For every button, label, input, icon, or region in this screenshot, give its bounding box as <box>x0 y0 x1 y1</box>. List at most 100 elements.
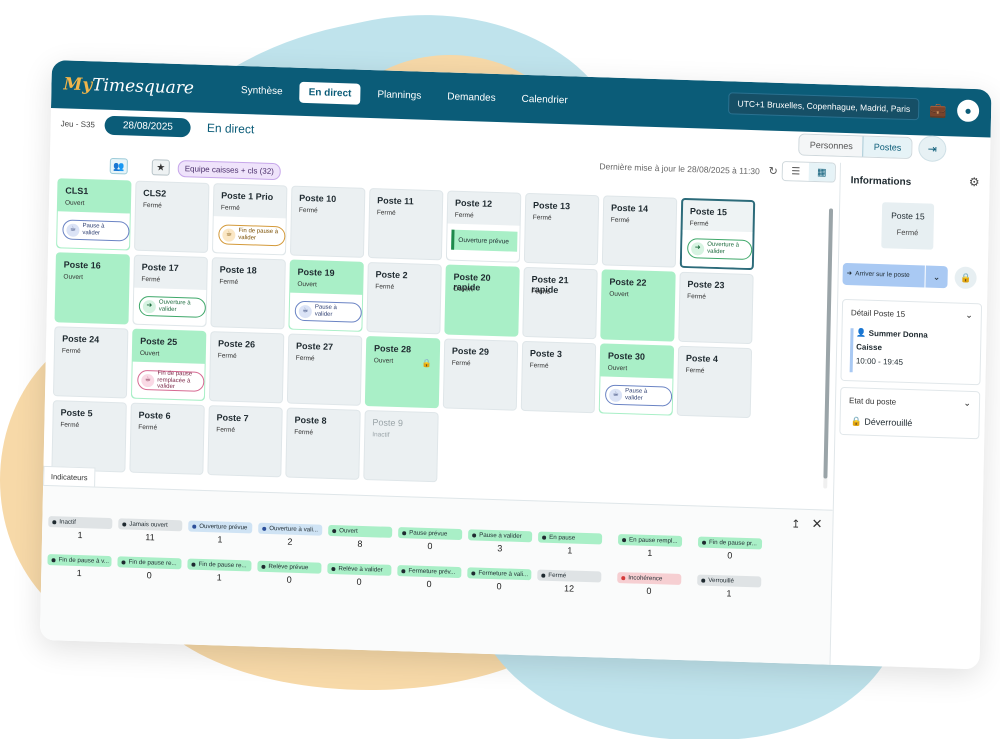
indicator[interactable]: Ouverture à vali... 2 <box>258 522 323 548</box>
post-card[interactable]: Poste 7 Fermé <box>207 405 283 478</box>
post-card[interactable]: Poste 2 Fermé <box>366 262 442 335</box>
indicator-list: Inactif 1 Jamais ouvert 11 Ouverture prévue 1… <box>43 486 833 599</box>
indicator-value: 3 <box>497 543 503 554</box>
post-card[interactable]: Poste 4 Fermé <box>676 345 753 419</box>
indicator[interactable]: Verrouillé 1 <box>697 574 762 599</box>
post-card[interactable]: Poste 11 Fermé <box>367 188 444 261</box>
post-card[interactable]: Poste 25 Ouvert ☕ Fin de pause remplacée à … <box>130 328 207 401</box>
indicator-label: Fin de pause à v... <box>58 556 110 566</box>
indicator[interactable]: Ouvert 8 <box>328 524 393 550</box>
logo[interactable]: MyTimesquare <box>63 74 194 98</box>
post-card[interactable]: Poste 19 Ouvert ☕ Pause à valider <box>288 259 364 332</box>
indicator[interactable]: Fermeture prév... 0 <box>397 565 462 590</box>
post-card[interactable]: Poste 6 Fermé <box>129 402 205 475</box>
indicator[interactable]: Relève prévue 0 <box>257 560 322 586</box>
indicator[interactable]: Fermé 12 <box>537 569 602 594</box>
action-badge[interactable]: ☕ Pause à valider <box>604 384 673 407</box>
indicator[interactable]: Fin de pause à v... 1 <box>47 554 112 579</box>
post-card[interactable]: Poste 16 Ouvert <box>54 252 130 325</box>
action-badge[interactable]: ☕ Pause à valider <box>62 219 130 242</box>
indicator[interactable]: En pause rempl... 1 <box>617 533 683 559</box>
post-card[interactable]: Poste 26 Fermé <box>208 331 285 404</box>
nav-item[interactable]: Synthèse <box>240 84 283 97</box>
expand-icon[interactable]: ↥ <box>791 518 801 531</box>
action-badge[interactable]: ➜ Ouverture à valider <box>686 238 753 261</box>
post-status: Fermé <box>451 359 471 368</box>
date-picker[interactable]: 28/08/2025 <box>104 115 192 137</box>
post-card[interactable]: Poste 15 Fermé ➜ Ouverture à valider <box>679 197 756 271</box>
close-icon[interactable]: ✕ <box>811 516 823 532</box>
indicator-label: En pause rempl... <box>629 536 678 545</box>
chevron-down-icon[interactable]: ⌄ <box>965 309 973 321</box>
nav-item[interactable]: Plannings <box>377 88 422 102</box>
post-card[interactable]: Poste 29 Fermé <box>442 338 519 411</box>
post-card[interactable]: Poste 3 Fermé <box>520 340 597 414</box>
toggle-postes[interactable]: Postes <box>862 136 912 159</box>
post-status: Ouvert <box>373 357 394 365</box>
post-card[interactable]: CLS2 Fermé <box>134 180 210 253</box>
timezone-selector[interactable]: UTC+1 Bruxelles, Copenhague, Madrid, Par… <box>728 92 920 121</box>
post-status: Fermé <box>689 220 709 228</box>
indicator[interactable]: Fin de pause re... 0 <box>117 556 182 581</box>
action-badge[interactable]: ☕ Fin de pause à valider <box>218 224 286 247</box>
action-badge[interactable]: ☕ Fin de pause remplacée à valider <box>137 369 205 392</box>
team-filter-button[interactable]: 👥 <box>109 157 128 175</box>
action-badge[interactable]: ➜ Ouverture à valider <box>138 295 207 318</box>
post-card[interactable]: Poste 24 Fermé <box>52 326 129 399</box>
post-action-area: ☕ Pause à valider <box>57 211 130 250</box>
post-card[interactable]: Poste 17 Fermé ➜ Ouverture à valider <box>132 254 208 327</box>
post-card[interactable]: Poste 8 Fermé <box>285 407 361 480</box>
post-card[interactable]: Poste 20 rapide Ouvert <box>444 264 520 337</box>
grid-view-icon[interactable]: ▦ <box>808 162 836 182</box>
post-card[interactable]: Poste 22 Ouvert <box>600 269 676 342</box>
indicator[interactable]: En pause 1 <box>538 531 603 556</box>
indicator-value: 0 <box>496 581 502 592</box>
indicator[interactable]: Inactif 1 <box>48 516 113 541</box>
indicator-pill: Fermé <box>537 569 602 583</box>
post-card[interactable]: Poste 10 Fermé <box>289 185 366 258</box>
post-card[interactable]: Poste 21 rapide Fermé <box>522 266 598 340</box>
post-card[interactable]: Poste 1 Prio Fermé ☕ Fin de pause à valider <box>211 183 288 256</box>
favorite-star-button[interactable]: ★ <box>151 159 170 176</box>
post-card[interactable]: Poste 18 Fermé <box>210 257 286 330</box>
post-card[interactable]: Poste 5 Fermé <box>51 400 127 473</box>
nav-item[interactable]: Demandes <box>447 90 496 104</box>
chevron-down-icon[interactable]: ⌄ <box>925 265 948 289</box>
indicator[interactable]: Fin de pause re... 1 <box>187 558 252 583</box>
indicator[interactable]: Fin de pause pr... 0 <box>697 536 763 562</box>
post-name: Poste 30 <box>607 350 646 362</box>
account-icon[interactable]: ● <box>956 99 980 123</box>
post-card[interactable]: Poste 13 Fermé <box>523 192 600 266</box>
app-window: MyTimesquare Synthèse En direct Plannings D… <box>39 60 992 670</box>
post-name: Poste 8 <box>294 414 327 426</box>
collapse-panel-button[interactable]: ⇥ <box>918 135 947 163</box>
post-card[interactable]: CLS1 Ouvert ☕ Pause à valider <box>56 178 132 251</box>
indicator[interactable]: Relève à valider 0 <box>327 562 392 588</box>
nav-item[interactable]: En direct <box>299 81 361 105</box>
lock-icon[interactable]: 🔒 <box>954 266 977 290</box>
action-badge[interactable]: ☕ Pause à valider <box>294 300 362 323</box>
refresh-icon[interactable]: ↻ <box>768 165 778 178</box>
post-card[interactable]: Poste 28 Ouvert 🔒 <box>364 335 441 409</box>
arrive-on-post-button[interactable]: ➜ Arriver sur le poste <box>842 262 925 288</box>
indicator[interactable]: Jamais ouvert 11 <box>118 518 183 543</box>
post-card[interactable]: Poste 23 Fermé <box>678 271 754 345</box>
post-card[interactable]: Poste 30 Ouvert ☕ Pause à valider <box>598 343 675 416</box>
post-card[interactable]: Poste 12 Fermé Ouverture prévue <box>445 190 522 263</box>
indicator[interactable]: Pause prévue 0 <box>398 527 463 552</box>
post-card[interactable]: Poste 9 Inactif <box>363 409 439 483</box>
team-chip[interactable]: Equipe caisses + cls (32) <box>177 159 282 181</box>
indicator[interactable]: Ouverture prévue 1 <box>188 520 253 545</box>
org-badge-icon[interactable]: 💼 <box>929 101 948 118</box>
post-card[interactable]: Poste 27 Fermé <box>286 333 363 406</box>
indicator[interactable]: Incohérence 0 <box>617 571 682 597</box>
indicator[interactable]: Pause à valider 3 <box>468 529 533 554</box>
list-view-icon[interactable]: ☰ <box>782 162 810 181</box>
nav-item[interactable]: Calendrier <box>521 93 568 106</box>
post-card[interactable]: Poste 14 Fermé <box>601 195 678 268</box>
gear-icon[interactable]: ⚙ <box>968 174 980 190</box>
chevron-down-icon[interactable]: ⌄ <box>963 397 972 409</box>
indicator[interactable]: Fermeture à vali... 0 <box>467 567 532 592</box>
toggle-personnes[interactable]: Personnes <box>799 134 864 157</box>
post-name: Poste 10 <box>299 192 337 204</box>
